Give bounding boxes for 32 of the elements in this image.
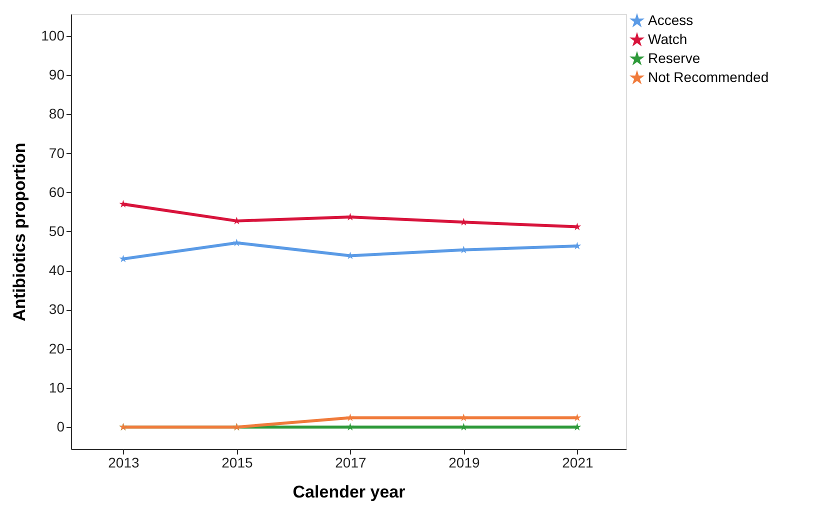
y-tick-label: 60 xyxy=(48,184,65,200)
x-tick-label: 2019 xyxy=(448,454,480,470)
y-tick-label: 0 xyxy=(56,418,65,435)
point xyxy=(232,238,241,246)
y-tick-label: 40 xyxy=(48,262,65,278)
x-axis-title: Calender year xyxy=(292,482,406,502)
point xyxy=(346,414,354,422)
y-tick-label: 100 xyxy=(41,27,65,44)
legend-label: Not Recommended xyxy=(648,69,769,85)
y-tick-label: 50 xyxy=(48,223,65,239)
point xyxy=(346,212,354,220)
y-tick-label: 80 xyxy=(48,106,65,122)
point xyxy=(460,422,468,430)
legend-label: Access xyxy=(648,12,694,28)
y-tick-label: 30 xyxy=(48,301,65,318)
y-tick-label: 90 xyxy=(48,66,65,83)
point xyxy=(573,422,582,430)
legend-label: Reserve xyxy=(648,50,700,66)
x-tick-label: 2013 xyxy=(108,454,140,470)
x-tick-label: 2017 xyxy=(335,454,366,470)
legend-label: Watch xyxy=(648,31,688,47)
y-tick-label: 70 xyxy=(48,144,65,161)
point xyxy=(573,242,582,250)
point xyxy=(346,422,354,430)
y-tick-label: 10 xyxy=(48,379,65,396)
point xyxy=(460,414,468,422)
x-tick-label: 2015 xyxy=(222,454,253,470)
point xyxy=(573,414,582,422)
point xyxy=(119,200,128,208)
y-tick-label: 20 xyxy=(48,340,65,356)
x-tick-label: 2021 xyxy=(562,454,594,470)
y-axis-title: Antibiotics proportion xyxy=(10,142,30,322)
